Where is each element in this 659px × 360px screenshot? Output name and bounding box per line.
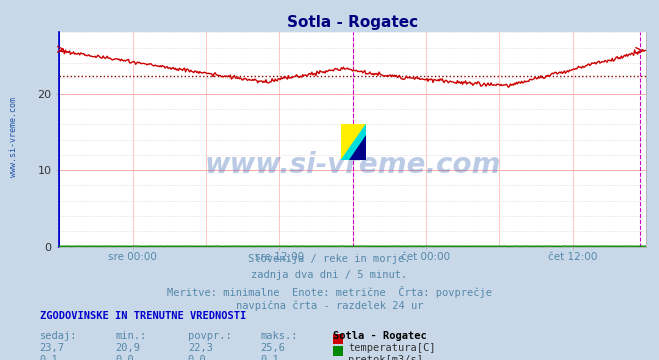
Text: zadnja dva dni / 5 minut.: zadnja dva dni / 5 minut. [251, 270, 408, 280]
Text: Sotla - Rogatec: Sotla - Rogatec [333, 331, 426, 341]
Text: povpr.:: povpr.: [188, 331, 231, 341]
Text: sedaj:: sedaj: [40, 331, 77, 341]
Text: 22,3: 22,3 [188, 343, 213, 353]
Text: 0,1: 0,1 [40, 355, 58, 360]
Text: ZGODOVINSKE IN TRENUTNE VREDNOSTI: ZGODOVINSKE IN TRENUTNE VREDNOSTI [40, 311, 246, 321]
Polygon shape [341, 124, 366, 160]
Text: 0,1: 0,1 [260, 355, 279, 360]
Text: pretok[m3/s]: pretok[m3/s] [348, 355, 423, 360]
Text: 23,7: 23,7 [40, 343, 65, 353]
Text: maks.:: maks.: [260, 331, 298, 341]
Text: 0,0: 0,0 [188, 355, 206, 360]
Text: min.:: min.: [115, 331, 146, 341]
Text: 0,0: 0,0 [115, 355, 134, 360]
Text: navpična črta - razdelek 24 ur: navpična črta - razdelek 24 ur [236, 301, 423, 311]
Text: 25,6: 25,6 [260, 343, 285, 353]
Text: Slovenija / reke in morje.: Slovenija / reke in morje. [248, 254, 411, 264]
Text: www.si-vreme.com: www.si-vreme.com [9, 97, 18, 177]
Polygon shape [341, 124, 366, 160]
Text: temperatura[C]: temperatura[C] [348, 343, 436, 353]
Text: 20,9: 20,9 [115, 343, 140, 353]
Text: Meritve: minimalne  Enote: metrične  Črta: povprečje: Meritve: minimalne Enote: metrične Črta:… [167, 286, 492, 298]
Text: www.si-vreme.com: www.si-vreme.com [204, 151, 501, 179]
Polygon shape [349, 135, 366, 160]
Title: Sotla - Rogatec: Sotla - Rogatec [287, 15, 418, 30]
